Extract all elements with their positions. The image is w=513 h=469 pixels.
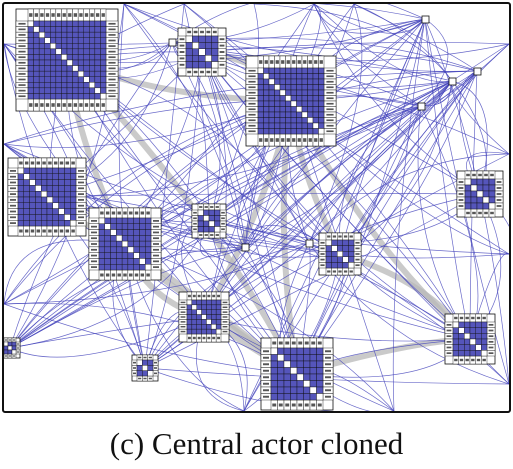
singleton-node-s4 <box>417 102 426 111</box>
edge-link <box>118 4 146 369</box>
edge-link <box>203 80 453 318</box>
edge-link <box>420 18 449 107</box>
edge-link <box>9 246 246 349</box>
edge-link <box>144 193 481 369</box>
figure-frame <box>2 2 511 413</box>
matrix-node-m11 <box>260 337 334 411</box>
edge-link <box>9 105 422 349</box>
edge-link <box>244 105 422 248</box>
matrix-node-m4 <box>7 157 87 237</box>
edge-link <box>201 51 227 318</box>
matrix-node-m2 <box>177 27 227 77</box>
singleton-node-s3 <box>473 67 482 76</box>
edge-link <box>308 153 509 244</box>
edge-link <box>339 43 509 255</box>
edge-link <box>201 51 509 255</box>
edge-link <box>9 316 205 349</box>
matrix-node-m7 <box>318 232 362 276</box>
edge-link <box>9 80 453 349</box>
edge-link <box>9 18 426 349</box>
edge-link <box>296 70 478 375</box>
edge-link <box>308 4 363 244</box>
matrix-node-m5 <box>88 207 162 281</box>
edge-link <box>339 105 422 255</box>
edge-link <box>201 51 298 375</box>
edge-link <box>253 4 453 82</box>
edge-link <box>4 80 453 305</box>
edge-link <box>424 18 471 340</box>
edge-link <box>9 316 205 358</box>
edge-link <box>144 105 422 369</box>
edge-link <box>9 105 422 349</box>
singleton-node-s5 <box>241 243 250 252</box>
edge-link <box>201 51 471 340</box>
edge-link <box>353 4 478 72</box>
edge-link <box>244 246 471 340</box>
edge-link <box>184 4 426 20</box>
edge-link <box>254 4 426 20</box>
singleton-nodes <box>168 15 482 252</box>
matrix-node-m10 <box>444 313 496 365</box>
edge-link <box>296 70 478 375</box>
edge-link <box>339 70 478 255</box>
edge-link <box>203 316 471 342</box>
edge-link <box>244 80 453 248</box>
edge-link <box>4 100 292 305</box>
matrix-node-m8 <box>456 170 504 218</box>
edge-link <box>123 4 246 248</box>
edge-link <box>313 4 426 34</box>
singleton-node-s7 <box>168 38 177 47</box>
matrix-node-m3 <box>245 55 337 147</box>
edge-link <box>9 18 426 349</box>
matrix-node-m6 <box>191 203 227 239</box>
matrix-node-m1 <box>15 8 119 112</box>
edge-link <box>417 105 471 340</box>
edge-link <box>46 193 481 198</box>
singleton-node-s1 <box>421 15 430 24</box>
edge-link <box>353 4 453 82</box>
edge-link <box>4 18 426 305</box>
singleton-node-s6 <box>305 239 314 248</box>
edge-link <box>4 70 478 145</box>
edge-link <box>203 80 453 318</box>
edge-link <box>313 4 481 195</box>
matrix-node-m12 <box>131 354 159 382</box>
edge-link <box>392 18 426 411</box>
edge-link <box>313 4 426 34</box>
edge-link <box>46 105 422 198</box>
matrix-node-m9 <box>178 291 230 343</box>
edge-link <box>124 243 395 411</box>
network-diagram <box>4 4 509 411</box>
singleton-node-s2 <box>448 77 457 86</box>
edge-link <box>201 46 478 72</box>
edge-link <box>313 4 453 83</box>
edge-link <box>201 51 310 244</box>
edge-link <box>339 80 453 255</box>
edge-link <box>339 18 426 255</box>
matrix-node-m13 <box>4 337 21 359</box>
figure-caption: (c) Central actor cloned <box>109 426 404 461</box>
edge-link <box>313 4 422 107</box>
matrix-nodes <box>4 8 504 411</box>
edge-link <box>201 51 471 340</box>
edge-link <box>201 41 509 53</box>
edge-link <box>201 51 471 340</box>
